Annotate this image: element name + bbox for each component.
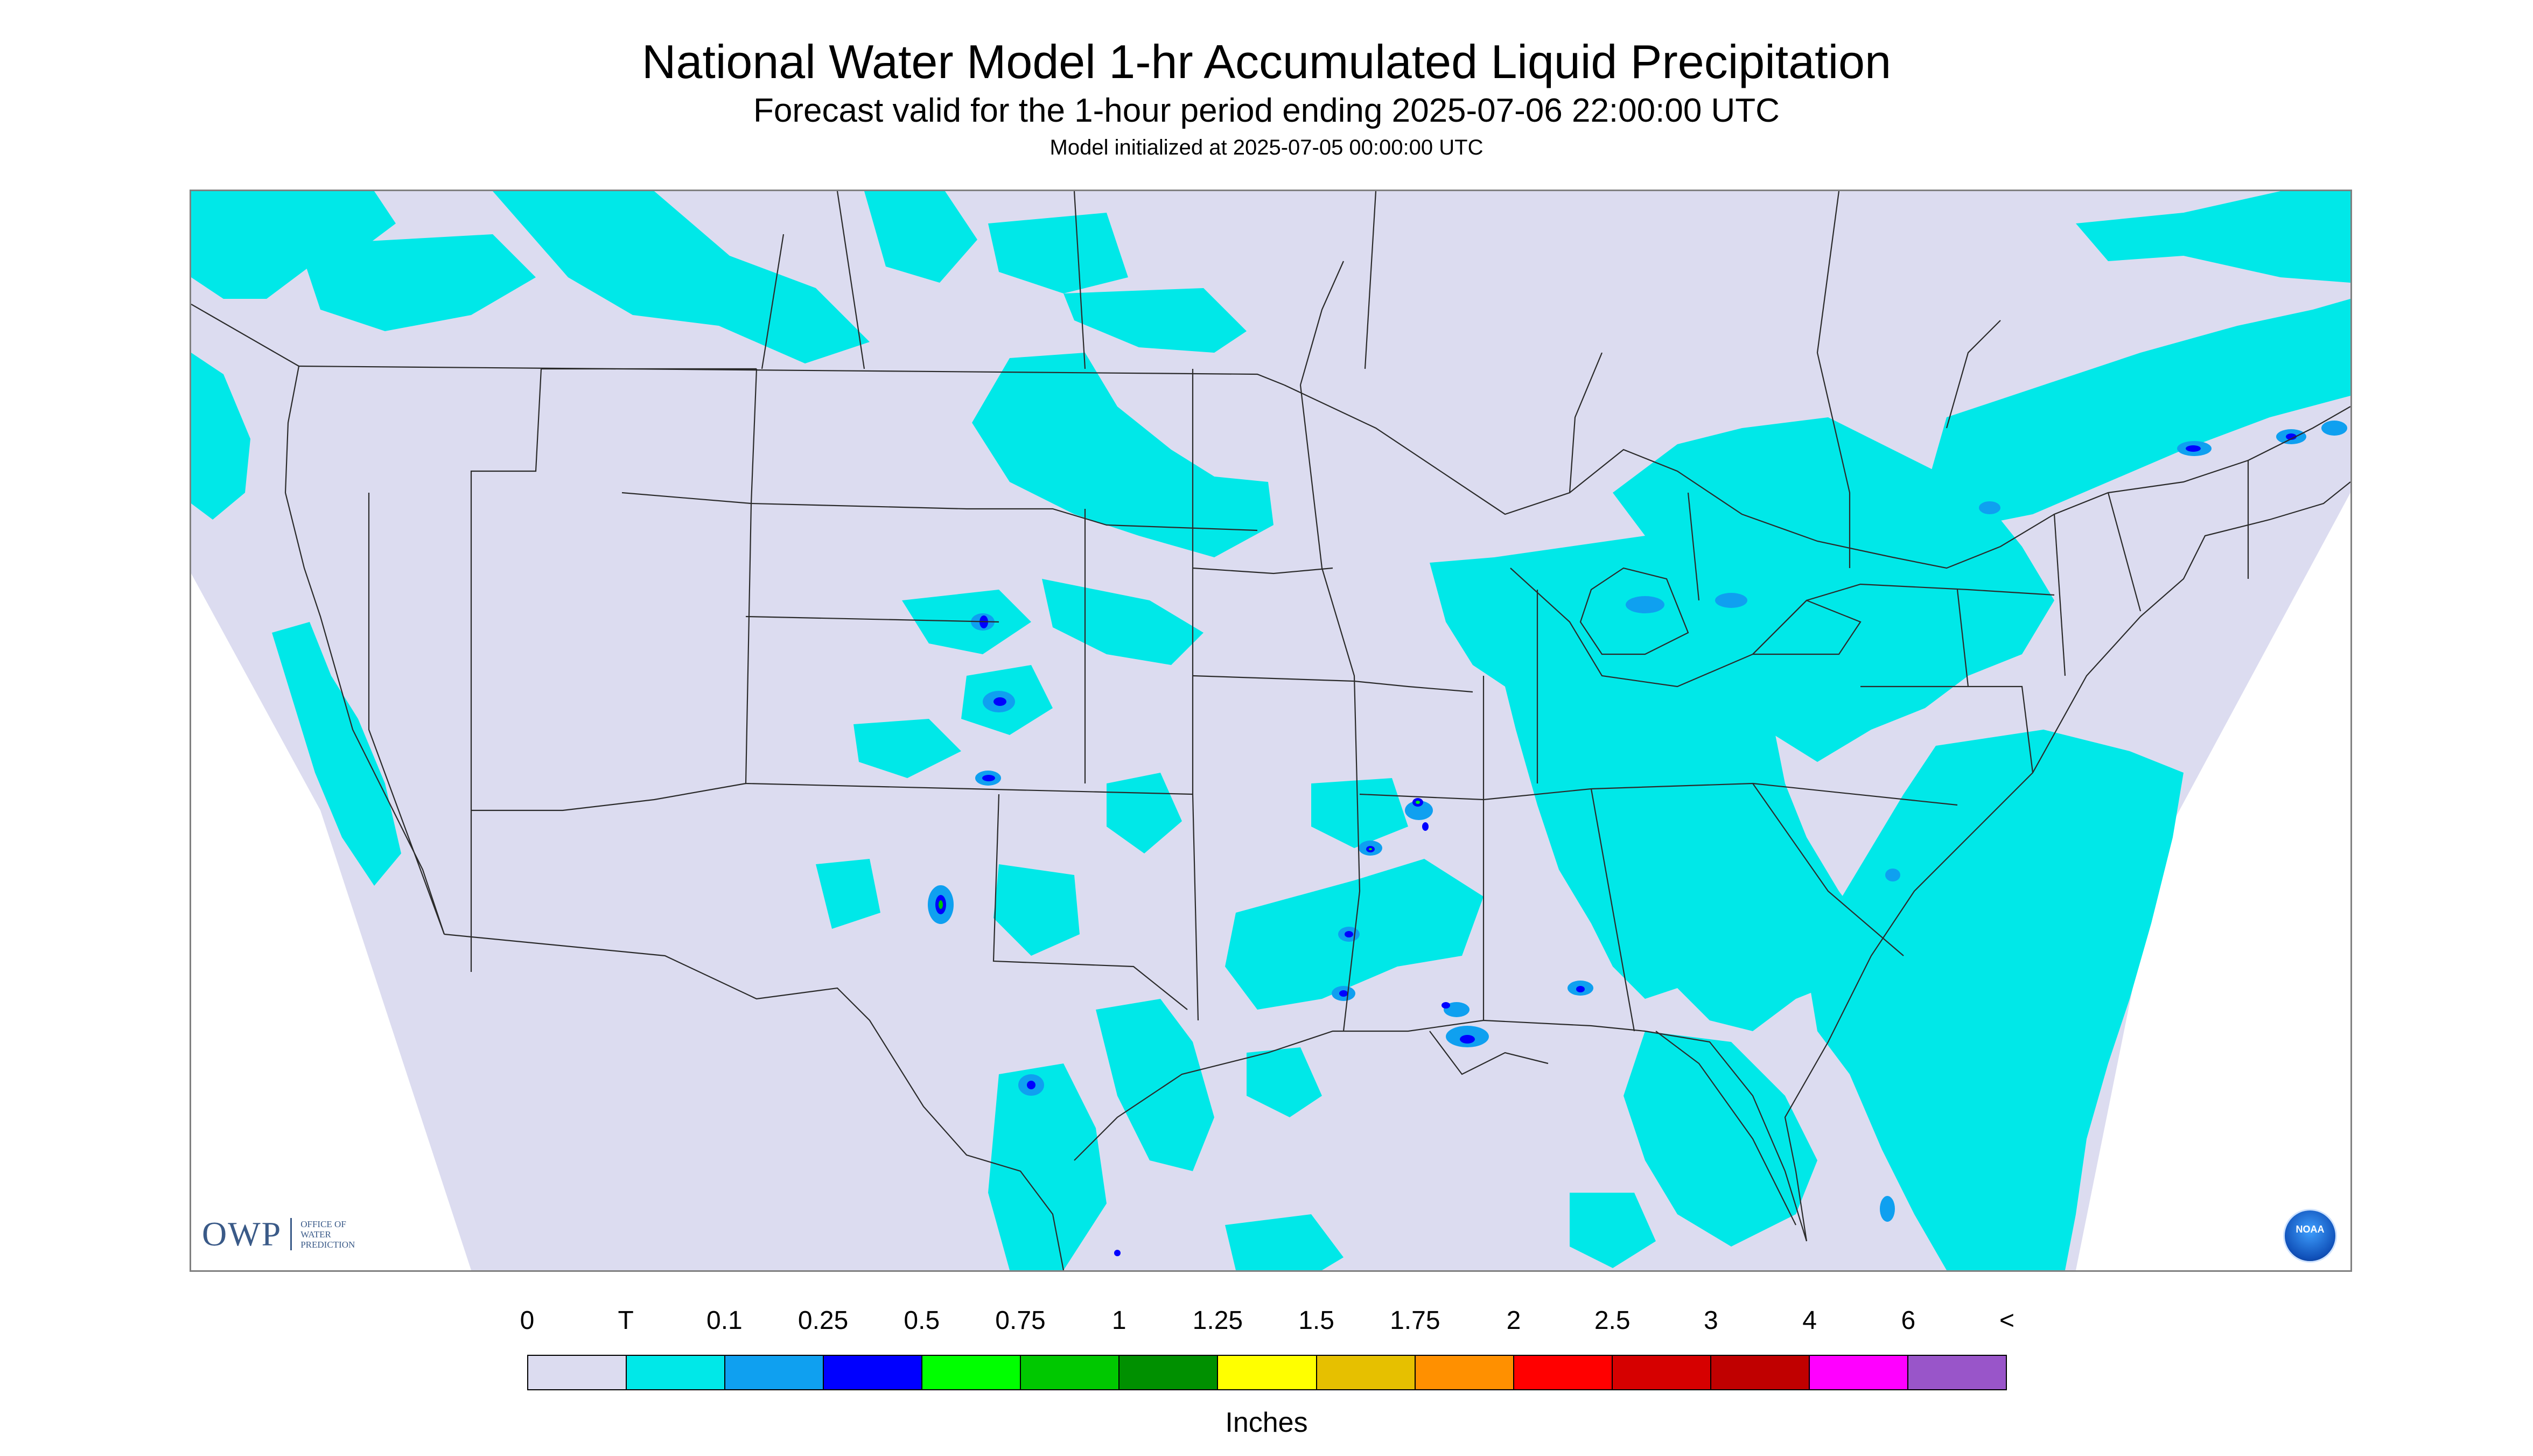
- legend-swatch: [1612, 1356, 1711, 1389]
- legend-swatch: [1317, 1356, 1416, 1389]
- legend-tick-label: 2.5: [1594, 1306, 1631, 1335]
- map-title: National Water Model 1-hr Accumulated Li…: [641, 35, 1892, 88]
- map-subtitle: Forecast valid for the 1-hour period end…: [753, 92, 1780, 129]
- legend-swatch: [1415, 1356, 1514, 1389]
- noaa-logo-icon: [2283, 1209, 2337, 1263]
- owp-logo-abbr: OWP: [202, 1215, 282, 1253]
- precipitation-map: OWP OFFICE OF WATER PREDICTION NOAA: [190, 190, 2352, 1272]
- legend-swatch: [725, 1356, 824, 1389]
- legend-swatch: [1711, 1356, 1810, 1389]
- map-canvas: [191, 191, 2350, 1270]
- owp-logo-full: OFFICE OF WATER PREDICTION: [300, 1219, 355, 1250]
- legend-tick-label: 1.5: [1298, 1306, 1334, 1335]
- legend-tick-label: 0.75: [995, 1306, 1046, 1335]
- legend-swatch: [1021, 1356, 1120, 1389]
- owp-logo: OWP OFFICE OF WATER PREDICTION: [202, 1214, 355, 1254]
- init-time: Model initialized at 2025-07-05 00:00:00…: [1049, 136, 1484, 159]
- legend-swatch: [528, 1356, 627, 1389]
- legend-swatch: [1218, 1356, 1317, 1389]
- legend-units: Inches: [1225, 1407, 1308, 1438]
- legend-tick-label: 1: [1111, 1306, 1126, 1335]
- legend-swatch: [824, 1356, 923, 1389]
- legend-swatch: [1809, 1356, 1908, 1389]
- legend-tick-label: 1.75: [1390, 1306, 1440, 1335]
- legend-colorbar: [527, 1355, 2007, 1390]
- legend-tick-label: 0.1: [706, 1306, 743, 1335]
- legend-tick-label: 1.25: [1192, 1306, 1243, 1335]
- legend-tick-label: 0.25: [797, 1306, 849, 1335]
- legend-tick-label: <: [1999, 1306, 2015, 1335]
- boundaries: [191, 191, 2350, 1270]
- legend-tick-label: 0: [520, 1306, 535, 1335]
- legend-tick-label: T: [618, 1306, 634, 1335]
- legend-tick-label: 3: [1704, 1306, 1718, 1335]
- legend-tick-label: 2: [1506, 1306, 1521, 1335]
- legend-swatch: [1908, 1356, 2006, 1389]
- legend-swatch: [922, 1356, 1021, 1389]
- legend-tick-label: 0.5: [904, 1306, 940, 1335]
- noaa-logo-text: NOAA: [2296, 1224, 2325, 1235]
- heavy-precip-cores: [935, 433, 2297, 1256]
- legend-tick-label: 4: [1802, 1306, 1817, 1335]
- legend-swatch: [627, 1356, 726, 1389]
- legend-swatch: [1514, 1356, 1613, 1389]
- trace-precip-areas: [191, 191, 2350, 1270]
- owp-logo-divider: [290, 1218, 292, 1250]
- legend-swatch: [1119, 1356, 1219, 1389]
- legend-tick-label: 6: [1901, 1306, 1916, 1335]
